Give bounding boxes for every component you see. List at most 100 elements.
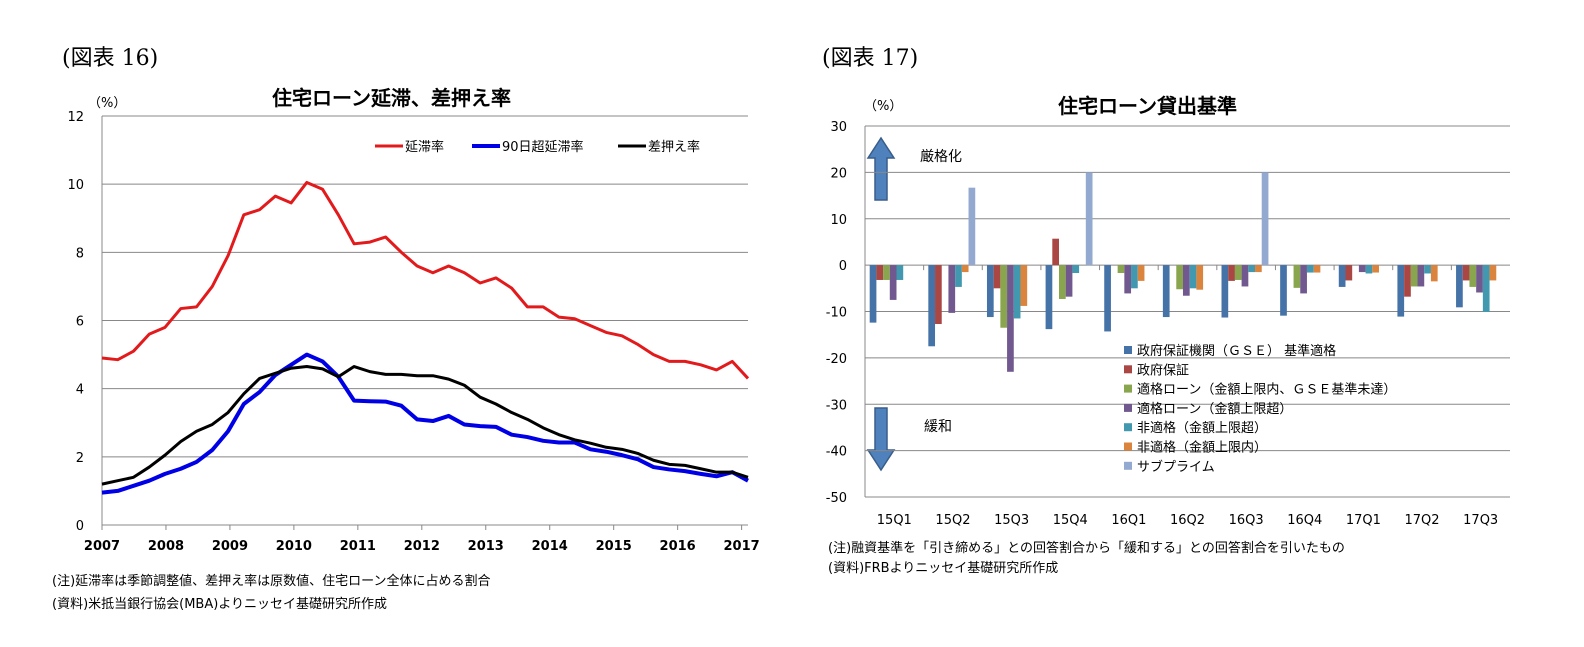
tightening-label: 厳格化 [920,149,962,165]
bar-4 [896,265,904,280]
legend-swatch [1124,403,1132,412]
x-tick-label: 2011 [340,539,376,554]
bar-4 [1131,265,1138,289]
y-tick-label: -10 [826,306,847,321]
x-tick-label: 16Q2 [1170,513,1205,528]
bar-5 [1372,265,1379,273]
legend-label: 政府保証機関（ＧＳＥ） 基準適格 [1137,343,1336,359]
bar-4 [1072,265,1080,274]
bar-3 [1300,265,1307,294]
bar-3 [1241,265,1249,287]
bar-5 [1313,265,1321,273]
legend-swatch [1124,461,1132,470]
bar-4 [1306,265,1314,273]
y-tick-label: 10 [67,178,84,193]
easing-label: 緩和 [924,419,952,435]
legend-label: 政府保証 [1137,363,1189,378]
bar-6 [968,187,976,266]
bar-1 [993,265,1001,289]
bar-4 [1424,265,1431,274]
bar-2 [1176,265,1183,290]
y-tick-label: -40 [826,445,847,460]
x-tick-label: 2008 [148,539,184,554]
x-tick-label: 15Q2 [935,513,970,528]
y-tick-label: 0 [839,259,847,274]
bar-5 [1430,265,1438,282]
bar-0 [1221,265,1229,318]
x-tick-label: 2010 [276,539,312,554]
bar-2 [1117,265,1125,274]
bar-0 [869,265,877,323]
bar-5 [1137,265,1145,281]
bar-4 [1189,265,1197,289]
x-tick-label: 17Q3 [1463,513,1498,528]
bar-2 [1059,265,1066,299]
y-tick-label: 0 [76,519,84,534]
bar-2 [1234,265,1242,280]
bar-0 [1162,265,1170,318]
figure-label-17: (図表 17) [822,46,919,71]
series-line-1 [101,352,749,495]
y-tick-label: 4 [76,383,84,398]
bar-5 [1196,265,1204,290]
bar-3 [889,265,897,300]
x-tick-label: 15Q4 [1053,513,1088,528]
y-tick-label: 12 [67,110,84,125]
source-16: (資料)米抵当銀行協会(MBA)よりニッセイ基礎研究所作成 [52,597,388,612]
y-tick-label: -20 [826,352,847,367]
legend-label: 適格ローン（金額上限超） [1137,401,1292,417]
x-tick-label: 2014 [532,539,568,554]
bar-0 [1397,265,1405,317]
legend-swatch [1124,365,1132,374]
bar-0 [1338,265,1346,287]
legend-label: 差押え率 [648,139,700,155]
y-tick-label: 6 [76,315,84,330]
bar-3 [1358,265,1366,273]
bar-4 [1013,265,1021,319]
note-16: (注)延滞率は季節調整値、差押え率は原数値、住宅ローン全体に占める割合 [52,574,491,589]
x-tick-label: 16Q1 [1111,513,1146,528]
x-tick-label: 2009 [212,539,248,554]
bar-1 [1462,265,1470,281]
bar-3 [1417,265,1425,287]
bar-2 [1000,265,1008,328]
x-tick-label: 15Q3 [994,513,1029,528]
source-17: (資料)FRBよりニッセイ基礎研究所作成 [828,561,1059,576]
legend-label: 延滞率 [405,139,444,155]
legend-label: 非適格（金額上限内） [1137,440,1267,456]
y-tick-label: 8 [76,246,84,261]
bar-4 [1482,265,1490,312]
x-tick-label: 17Q1 [1346,513,1381,528]
legend-label: 90日超延滞率 [502,139,584,155]
bar-6 [1261,172,1269,266]
figure-label-16: (図表 16) [62,46,159,71]
bar-1 [1404,265,1411,297]
x-tick-label: 2017 [724,539,760,554]
bar-1 [935,265,942,325]
bar-5 [1255,265,1262,273]
series-line-2 [101,365,749,486]
bar-5 [1020,265,1028,306]
bar-2 [883,265,890,280]
y-tick-label: 20 [830,166,847,181]
y-tick-label: -50 [826,491,847,506]
bar-0 [1045,265,1053,330]
x-tick-label: 2007 [84,539,120,554]
note-17: (注)融資基準を「引き締める」との回答割合から「緩和する」との回答割合を引いたも… [828,541,1345,556]
bar-3 [1124,265,1132,294]
down-arrow-icon [866,407,896,472]
bar-1 [1228,265,1235,281]
bar-2 [1469,265,1477,287]
x-tick-label: 2016 [660,539,696,554]
chart-title-17: 住宅ローン貸出基準 [1058,94,1237,118]
bar-6 [1085,172,1093,266]
y-tick-label: 10 [830,213,847,228]
y-tick-label: 2 [76,451,84,466]
bar-3 [1007,265,1014,372]
bar-0 [928,265,936,347]
legend-label: 適格ローン（金額上限内、ＧＳＥ基準未達） [1137,382,1396,398]
bar-3 [1476,265,1483,293]
x-tick-label: 2015 [596,539,632,554]
bar-1 [1345,265,1353,281]
